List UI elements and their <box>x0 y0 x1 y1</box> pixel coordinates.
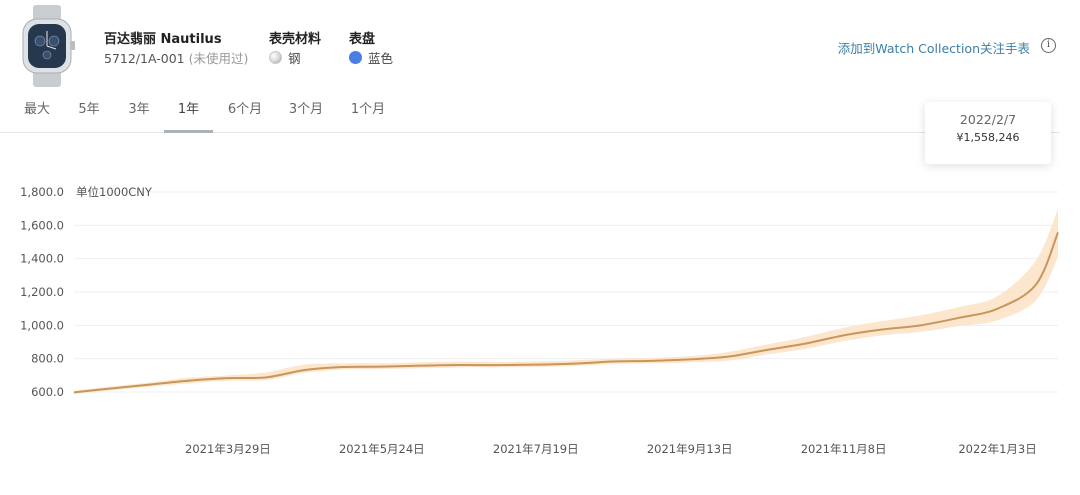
y-tick-label: 600.0 <box>31 385 64 399</box>
x-tick-label: 2021年3月29日 <box>185 442 271 456</box>
y-tick-label: 800.0 <box>31 352 64 366</box>
time-range-tabs: 最大 5年 3年 1年 6个月 3个月 1个月 <box>0 96 1060 133</box>
blue-swatch-icon <box>349 51 362 64</box>
dial-value: 蓝色 <box>349 48 393 67</box>
tab-3y[interactable]: 3年 <box>128 102 150 117</box>
y-tick-label: 1,800.0 <box>20 185 64 199</box>
tab-5y[interactable]: 5年 <box>78 102 100 117</box>
tab-3m[interactable]: 3个月 <box>288 102 324 117</box>
tab-1y[interactable]: 1年 <box>164 96 213 133</box>
price-line <box>73 231 1059 394</box>
tab-1m[interactable]: 1个月 <box>350 102 386 117</box>
info-icon[interactable]: i <box>1041 38 1056 53</box>
steel-swatch-icon <box>269 51 282 64</box>
watch-reference: 5712/1A-001 (未使用过) <box>104 48 248 67</box>
tooltip-date: 2022/2/7 <box>959 112 1017 127</box>
confidence-band <box>74 208 1058 394</box>
case-material-value: 钢 <box>269 48 301 67</box>
price-tooltip: 2022/2/7 ¥1,558,246 <box>925 102 1051 164</box>
unit-label: 单位1000CNY <box>76 185 153 199</box>
add-to-collection-link[interactable]: 添加到Watch Collection关注手表 <box>837 41 1030 56</box>
x-tick-label: 2022年1月3日 <box>958 442 1036 456</box>
watch-thumbnail <box>22 5 75 87</box>
case-material-text: 钢 <box>288 51 301 66</box>
dial-label: 表盘 <box>349 32 376 47</box>
tab-max[interactable]: 最大 <box>23 102 50 117</box>
x-tick-label: 2021年7月19日 <box>493 442 579 456</box>
tab-6m[interactable]: 6个月 <box>227 102 263 117</box>
y-tick-label: 1,000.0 <box>20 318 64 332</box>
reference-number: 5712/1A-001 <box>104 51 185 66</box>
dial-text: 蓝色 <box>368 51 394 66</box>
y-tick-label: 1,400.0 <box>20 252 64 266</box>
x-tick-label: 2021年11月8日 <box>801 442 887 456</box>
tooltip-value: ¥1,558,246 <box>956 131 1020 144</box>
case-material-label: 表壳材料 <box>269 32 322 47</box>
x-tick-label: 2021年5月24日 <box>339 442 425 456</box>
y-tick-label: 1,200.0 <box>20 285 64 299</box>
y-tick-label: 1,600.0 <box>20 218 64 232</box>
watch-title: 百达翡丽 Nautilus <box>104 32 222 47</box>
condition-text: (未使用过) <box>188 51 249 66</box>
x-tick-label: 2021年9月13日 <box>647 442 733 456</box>
